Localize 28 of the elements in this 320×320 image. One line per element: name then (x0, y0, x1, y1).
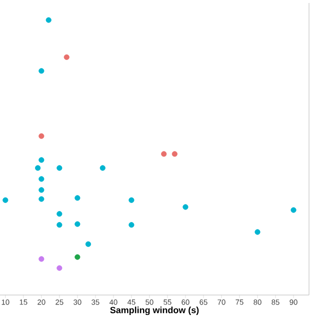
point (38, 157, 44, 163)
point (100, 165, 106, 171)
point (290, 207, 296, 213)
point (38, 68, 44, 74)
point (128, 222, 134, 228)
point (35, 165, 41, 171)
point (254, 229, 260, 235)
point (2, 197, 8, 203)
point (38, 133, 44, 139)
point (74, 195, 80, 201)
point (64, 54, 70, 60)
point (56, 211, 62, 217)
point (128, 197, 134, 203)
point (161, 151, 167, 157)
point (38, 176, 44, 182)
point (38, 256, 44, 262)
point (38, 196, 44, 202)
point (182, 204, 188, 210)
x-axis-title: Sampling window (s) (110, 306, 199, 316)
point (46, 17, 52, 23)
point (56, 265, 62, 271)
point (74, 254, 80, 260)
point (56, 165, 62, 171)
point (85, 241, 92, 247)
point (172, 151, 178, 157)
point (38, 187, 44, 193)
point (74, 221, 80, 227)
point (56, 222, 62, 228)
